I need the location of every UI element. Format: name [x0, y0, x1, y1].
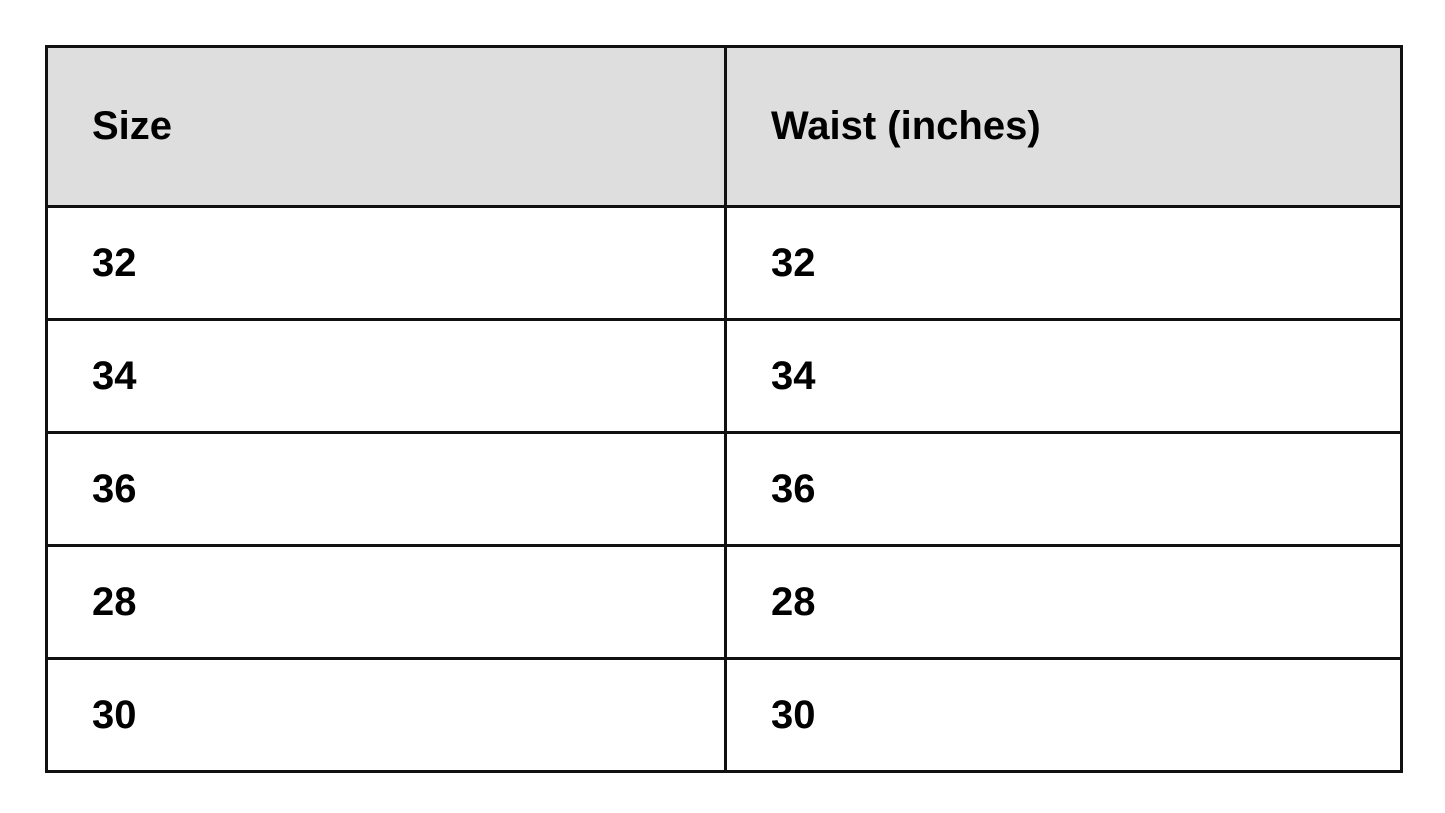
cell-waist: 28 [724, 544, 1403, 660]
cell-size: 34 [45, 318, 727, 434]
header-row: Size Waist (inches) [45, 45, 1403, 208]
table-row: 30 30 [45, 657, 1403, 773]
cell-size: 28 [45, 544, 727, 660]
cell-size: 36 [45, 431, 727, 547]
cell-size: 30 [45, 657, 727, 773]
cell-waist: 30 [724, 657, 1403, 773]
cell-waist: 32 [724, 205, 1403, 321]
header-waist: Waist (inches) [724, 45, 1403, 208]
size-table: Size Waist (inches) 32 32 34 34 36 36 28… [45, 45, 1403, 773]
cell-size: 32 [45, 205, 727, 321]
table-row: 28 28 [45, 544, 1403, 660]
table-row: 36 36 [45, 431, 1403, 547]
cell-waist: 34 [724, 318, 1403, 434]
table-row: 32 32 [45, 205, 1403, 321]
table-row: 34 34 [45, 318, 1403, 434]
cell-waist: 36 [724, 431, 1403, 547]
header-size: Size [45, 45, 727, 208]
